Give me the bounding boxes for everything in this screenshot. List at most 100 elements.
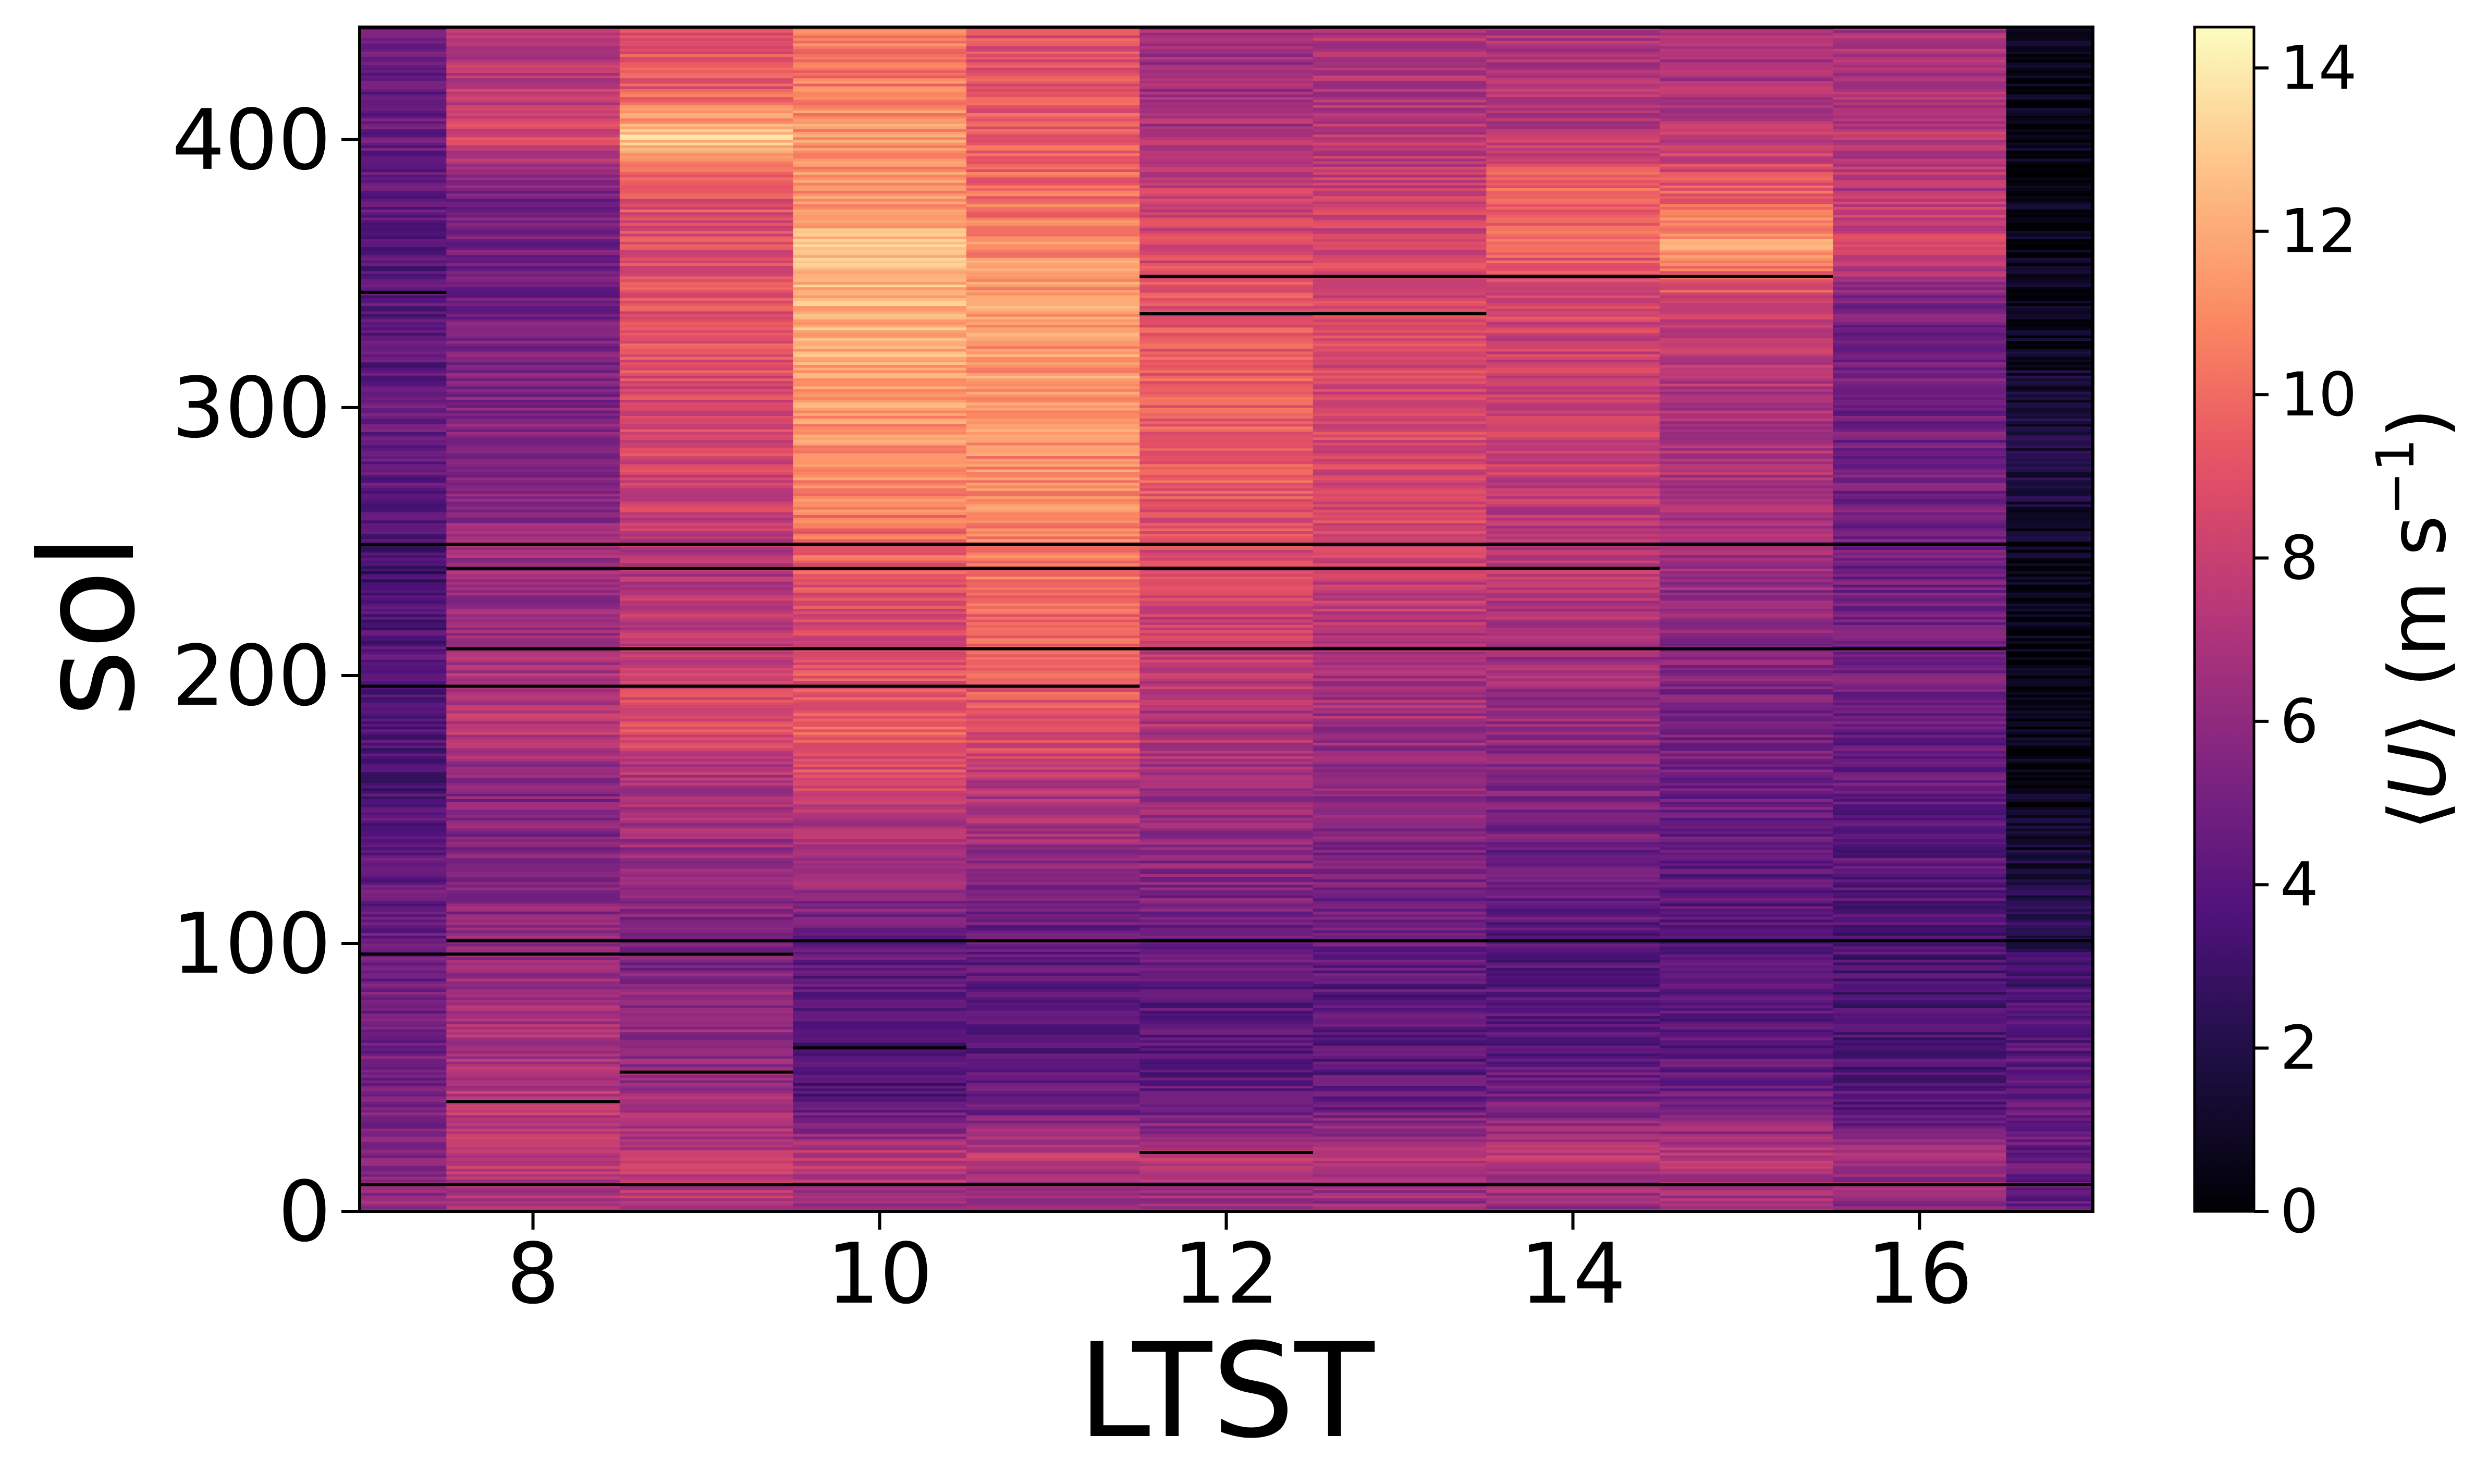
heatmap-cell (1486, 472, 1660, 475)
heatmap-cell (1139, 769, 1314, 772)
heatmap-cell (966, 665, 1140, 668)
heatmap-cell (1139, 986, 1314, 989)
heatmap-cell (619, 1176, 793, 1180)
heatmap-cell (1833, 338, 2007, 341)
heatmap-cell (446, 182, 620, 186)
heatmap-cell (1486, 1043, 1660, 1046)
heatmap-cell (966, 241, 1140, 244)
heatmap-cell (1313, 450, 1487, 453)
heatmap-cell (1833, 820, 2007, 824)
heatmap-cell (360, 1015, 447, 1019)
heatmap-cell (793, 1158, 967, 1161)
heatmap-cell (966, 399, 1140, 403)
heatmap-cell (1659, 911, 1833, 914)
heatmap-cell (793, 560, 967, 563)
heatmap-cell (446, 113, 620, 116)
heatmap-cell (1659, 850, 1833, 853)
heatmap-cell (619, 107, 793, 111)
heatmap-cell (2006, 1118, 2093, 1121)
heatmap-cell (619, 1200, 793, 1204)
heatmap-cell (619, 1149, 793, 1153)
heatmap-cell (1139, 665, 1314, 668)
heatmap-cell (446, 841, 620, 845)
heatmap-cell (1139, 997, 1314, 1000)
heatmap-cell (2006, 346, 2093, 349)
heatmap-cell (2006, 514, 2093, 518)
heatmap-cell (2006, 134, 2093, 138)
heatmap-cell (793, 1093, 967, 1097)
heatmap-cell (793, 662, 967, 665)
heatmap-cell (1833, 327, 2007, 330)
heatmap-cell (360, 383, 447, 387)
heatmap-cell (360, 1074, 447, 1078)
heatmap-cell (619, 1090, 793, 1094)
heatmap-cell (619, 857, 793, 861)
heatmap-cell (1313, 879, 1487, 882)
heatmap-cell (793, 1024, 967, 1027)
heatmap-cell (1659, 833, 1833, 837)
heatmap-cell (793, 386, 967, 389)
heatmap-cell (1313, 892, 1487, 896)
heatmap-cell (446, 397, 620, 400)
heatmap-cell (1486, 756, 1660, 759)
heatmap-cell (1313, 257, 1487, 261)
heatmap-cell (360, 635, 447, 639)
heatmap-cell (619, 338, 793, 341)
heatmap-cell (619, 514, 793, 518)
heatmap-cell (966, 1109, 1140, 1113)
heatmap-cell (966, 80, 1140, 84)
heatmap-cell (1139, 943, 1314, 947)
heatmap-cell (1486, 1109, 1660, 1113)
heatmap-cell (966, 855, 1140, 858)
heatmap-cell (2006, 490, 2093, 494)
heatmap-cell (1833, 220, 2007, 223)
heatmap-cell (793, 426, 967, 430)
heatmap-cell (446, 281, 620, 285)
heatmap-cell (360, 456, 447, 459)
heatmap-cell (619, 1005, 793, 1008)
heatmap-cell (793, 632, 967, 636)
heatmap-cell (1659, 702, 1833, 705)
heatmap-cell (619, 584, 793, 587)
heatmap-cell (1313, 753, 1487, 756)
heatmap-cell (1313, 1179, 1487, 1182)
heatmap-cell (2006, 340, 2093, 344)
heatmap-cell (1139, 388, 1314, 392)
heatmap-cell (360, 257, 447, 261)
heatmap-cell (619, 488, 793, 491)
heatmap-cell (1486, 1066, 1660, 1070)
colorbar-tick-label: 10 (2280, 360, 2357, 430)
heatmap-cell (1659, 766, 1833, 770)
heatmap-cell (619, 375, 793, 378)
heatmap-cell (1139, 630, 1314, 633)
heatmap-cell (1659, 80, 1833, 84)
heatmap-cell (1486, 303, 1660, 306)
heatmap-cell (966, 836, 1140, 840)
heatmap-cell (1486, 134, 1660, 138)
heatmap-cell (1486, 619, 1660, 622)
heatmap-cell (1313, 914, 1487, 917)
heatmap-cell (1659, 1066, 1833, 1070)
heatmap-cell (1486, 951, 1660, 955)
heatmap-cell (1659, 142, 1833, 145)
heatmap-cell (793, 62, 967, 65)
heatmap-cell (1139, 855, 1314, 858)
heatmap-cell (1833, 892, 2007, 896)
heatmap-cell (793, 48, 967, 52)
heatmap-cell (1139, 413, 1314, 416)
heatmap-cell (619, 1061, 793, 1064)
heatmap-cell (446, 949, 620, 952)
heatmap-cell (1139, 1179, 1314, 1182)
heatmap-cell (1833, 769, 2007, 772)
heatmap-cell (1139, 498, 1314, 502)
heatmap-cell (1659, 439, 1833, 443)
heatmap-cell (966, 96, 1140, 100)
heatmap-cell (2006, 150, 2093, 154)
heatmap-cell (793, 209, 967, 213)
heatmap-cell (1659, 1179, 1833, 1182)
heatmap-cell (1313, 512, 1487, 516)
heatmap-cell (619, 850, 793, 853)
heatmap-cell (2006, 335, 2093, 338)
heatmap-cell (1486, 131, 1660, 135)
heatmap-cell (619, 780, 793, 783)
